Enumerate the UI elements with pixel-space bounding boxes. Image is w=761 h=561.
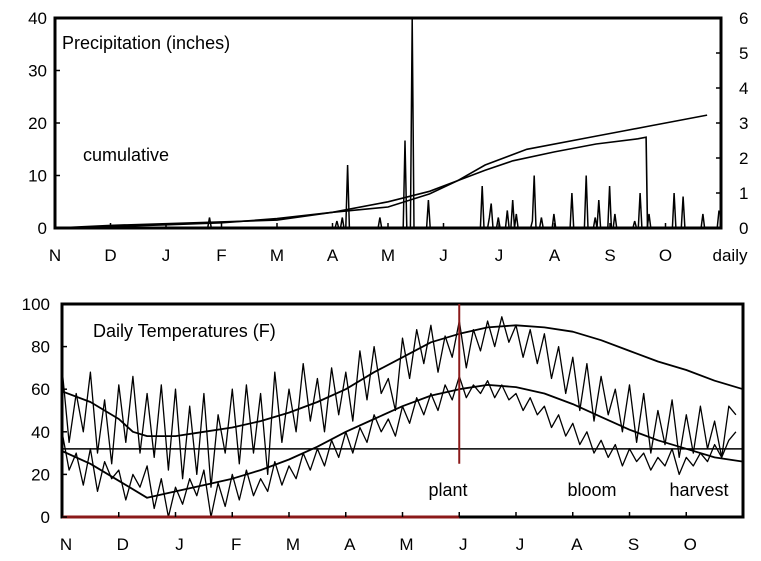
mean-low-temperature-line-4 [61,384,744,499]
month-tick-label: A [327,246,339,265]
precipitation-chart-title: Precipitation (inches) [62,33,230,53]
temperature-y-tick-label: 0 [41,508,50,527]
month-tick-label: O [659,246,672,265]
month-tick-label: J [495,246,504,265]
temperature-y-axis: 0 20 40 60 80 100 [22,295,67,527]
daily-temperature-line-2 [61,375,737,518]
month-tick-label: F [216,246,226,265]
left-y-tick-label: 20 [28,114,47,133]
right-y-tick-label: 2 [739,149,748,168]
cumulative-precip-line-2 [54,136,649,229]
right-y-tick-label: 0 [739,219,748,238]
temperature-y-tick-label: 40 [31,423,50,442]
temperature-series-group [61,304,744,519]
month-tick-label: A [549,246,561,265]
temperature-month-tick-label: D [117,535,129,554]
temperature-y-tick-label: 60 [31,380,50,399]
cumulative-label: cumulative [83,145,169,165]
temperature-month-tick-label: J [516,535,525,554]
right-y-tick-label: 6 [739,9,748,28]
bloom-label: bloom [567,480,616,500]
temperature-month-tick-label: N [60,535,72,554]
temperature-month-tick-label: S [628,535,639,554]
temperature-chart: Daily Temperatures (F) plant bloom harve… [22,295,745,554]
temperature-y-tick-label: 100 [22,295,50,314]
mean-high-temperature-line-3 [61,324,744,437]
month-tick-label: J [162,246,171,265]
left-y-tick-label: 30 [28,62,47,81]
right-y-tick-label: 3 [739,114,748,133]
precipitation-chart: Precipitation (inches) cumulative 010203… [28,9,748,265]
month-tick-label: M [381,246,395,265]
month-tick-label: M [270,246,284,265]
left-y-tick-label: 40 [28,9,47,28]
temperature-month-tick-label: O [684,535,697,554]
temperature-month-tick-label: A [344,535,356,554]
left-y-tick-label: 0 [38,219,47,238]
temperature-month-tick-label: J [175,535,184,554]
temperature-month-tick-label: A [571,535,583,554]
precipitation-left-axis: 0 10 20 30 40 [28,9,60,238]
temperature-y-tick-label: 80 [31,338,50,357]
temperature-y-tick-label: 20 [31,465,50,484]
temperature-month-tick-label: M [399,535,413,554]
daily-temperature-line-1 [61,316,737,488]
temperature-month-tick-label: F [231,535,241,554]
month-tick-label: N [49,246,61,265]
harvest-label: harvest [669,480,728,500]
temperature-month-tick-label: J [459,535,468,554]
daily-axis-label: daily [713,246,748,265]
right-y-tick-label: 4 [739,79,748,98]
month-tick-label: S [604,246,615,265]
precipitation-right-axis: 0 1 2 3 4 5 6 [716,9,748,238]
cumulative-precip-line-1 [54,114,708,229]
left-y-tick-label: 10 [28,167,47,186]
temperature-month-tick-label: M [286,535,300,554]
month-tick-label: D [104,246,116,265]
plant-label: plant [428,480,467,500]
right-y-tick-label: 1 [739,184,748,203]
right-y-tick-label: 5 [739,44,748,63]
temperature-chart-title: Daily Temperatures (F) [93,321,276,341]
month-tick-label: J [439,246,448,265]
